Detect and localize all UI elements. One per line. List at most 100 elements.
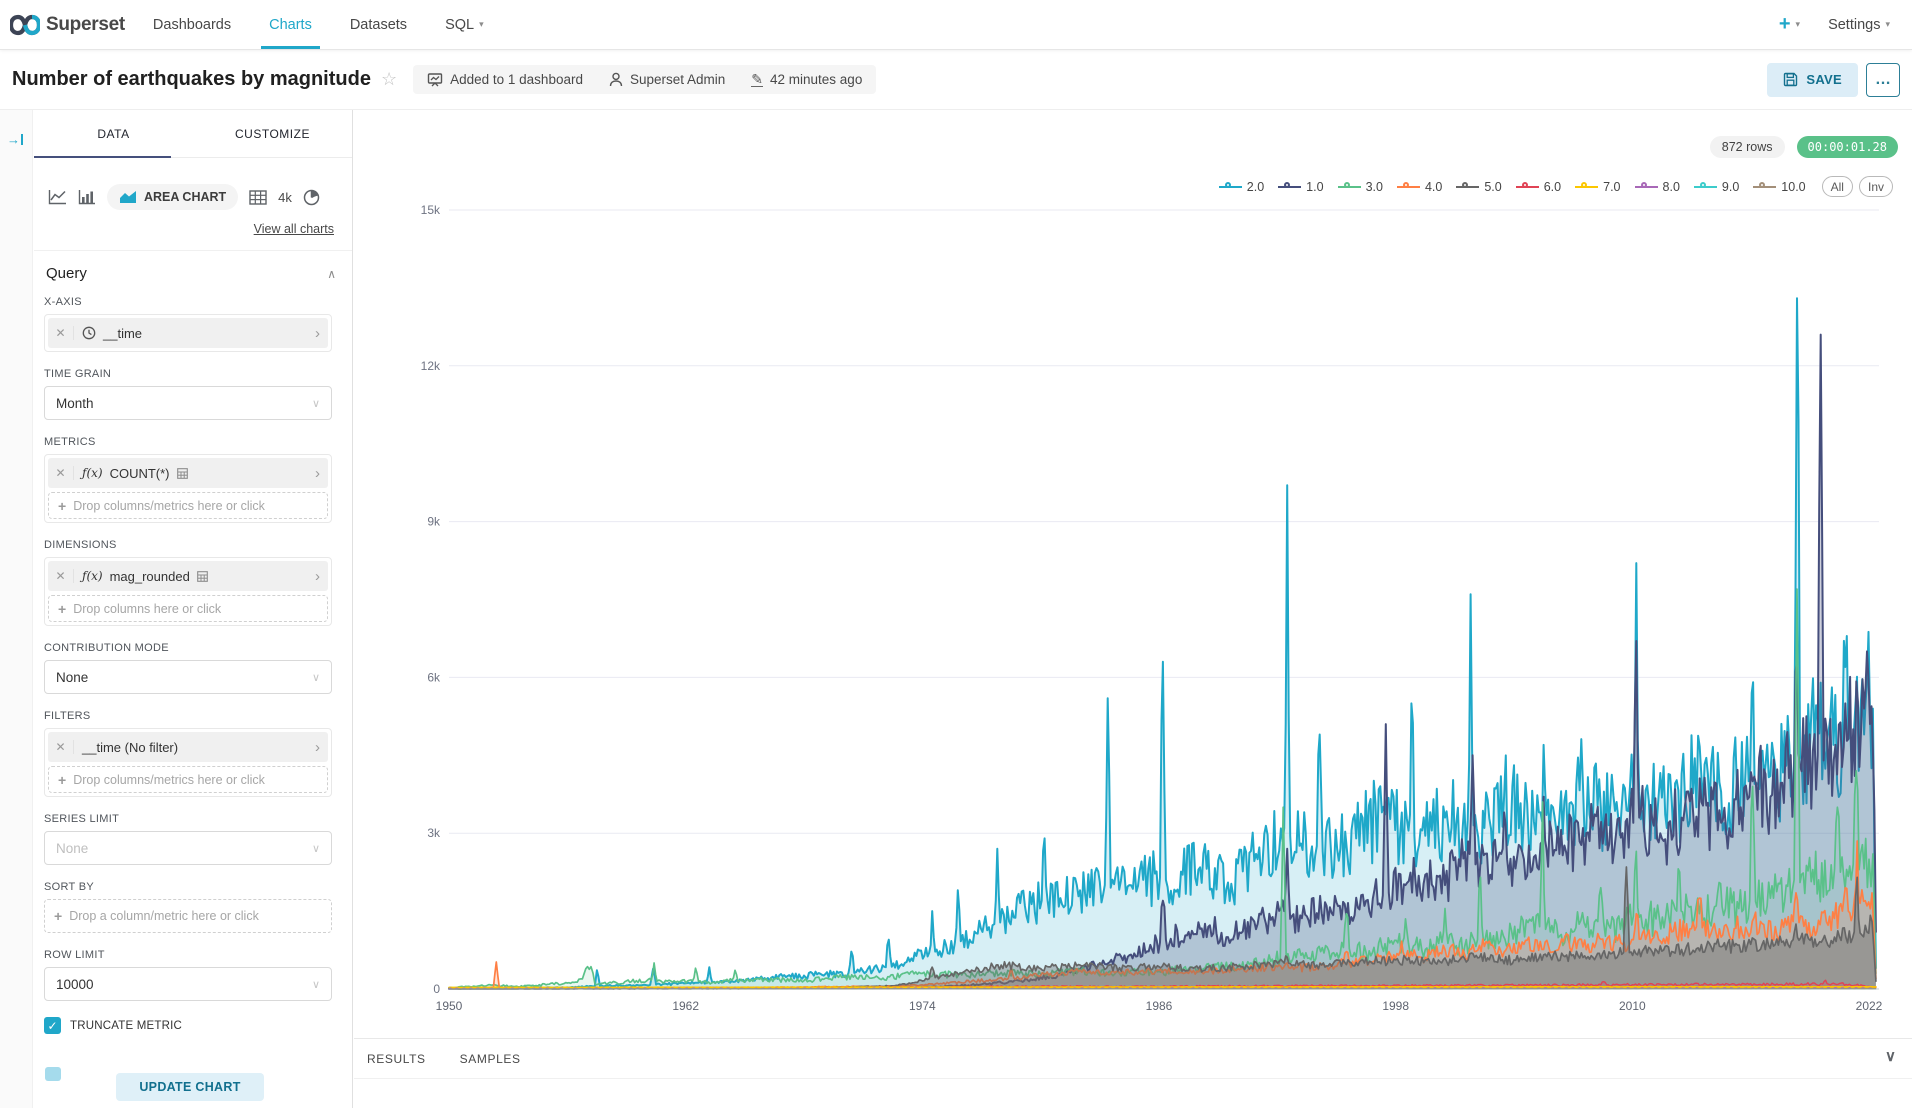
save-disk-icon: [1784, 72, 1798, 87]
plus-icon: +: [58, 497, 67, 514]
dimension-pill-mag-rounded[interactable]: ✕ ƒ(x) mag_rounded ›: [48, 561, 328, 591]
section-sort-by: SORT BY + Drop a column/metric here or c…: [44, 881, 332, 933]
nav-datasets[interactable]: Datasets: [349, 16, 408, 33]
x-axis-label: X-AXIS: [44, 296, 82, 308]
remove-icon[interactable]: ✕: [48, 740, 74, 754]
legend-label: 2.0: [1246, 179, 1265, 194]
truncate-metric-checkbox[interactable]: ✓: [44, 1017, 61, 1034]
time-grain-label: TIME GRAIN: [44, 368, 112, 380]
remove-icon[interactable]: ✕: [48, 569, 74, 583]
row-limit-select[interactable]: 10000 ∨: [44, 967, 332, 1001]
legend-item[interactable]: 3.0: [1337, 180, 1383, 194]
legend-label: 9.0: [1721, 179, 1740, 194]
last-modified-badge[interactable]: ✎ 42 minutes ago: [751, 70, 863, 87]
remove-icon[interactable]: ✕: [48, 466, 74, 480]
collapse-section-icon[interactable]: ∧: [327, 266, 336, 281]
filter-pill-time[interactable]: ✕ __time (No filter) ›: [48, 732, 328, 762]
sort-by-dropzone[interactable]: + Drop a column/metric here or click: [44, 899, 332, 933]
more-options-button[interactable]: …: [1866, 62, 1900, 97]
metric-pill-count[interactable]: ✕ ƒ(x) COUNT(*) ›: [48, 458, 328, 488]
save-button[interactable]: SAVE: [1767, 62, 1858, 97]
update-chart-button[interactable]: UPDATE CHART: [116, 1073, 264, 1101]
legend-item[interactable]: 5.0: [1456, 179, 1502, 194]
contribution-mode-label: CONTRIBUTION MODE: [44, 642, 169, 654]
dashboards-badge[interactable]: Added to 1 dashboard: [427, 72, 583, 87]
main-nav: Dashboards Charts Datasets SQL ▾: [153, 0, 484, 49]
legend-line-marker-icon: [1634, 181, 1658, 192]
collapse-results-icon[interactable]: ∨: [1885, 1048, 1896, 1065]
legend-line-marker-icon: [1515, 181, 1539, 192]
chart-legend: 2.0 1.0 3.0 4.0 5.0 6.0 7.0 8.0 9.0 10.0 All Inv: [1218, 176, 1893, 197]
owner-badge[interactable]: Superset Admin: [609, 72, 725, 87]
control-panel: DATA CUSTOMIZE AREA CHART 4k View all ch…: [34, 110, 353, 1108]
viz-selected-area-chart[interactable]: AREA CHART: [107, 184, 239, 210]
edit-pencil-icon: ✎: [751, 70, 764, 87]
section-time-grain: TIME GRAIN Month ∨: [44, 368, 332, 420]
favorite-star-icon[interactable]: ☆: [380, 69, 398, 89]
row-count-badge: 872 rows: [1709, 136, 1785, 158]
tab-results[interactable]: RESULTS: [367, 1052, 426, 1066]
dimensions-label: DIMENSIONS: [44, 539, 117, 551]
legend-all-button[interactable]: All: [1821, 176, 1853, 197]
remove-icon[interactable]: ✕: [48, 326, 74, 340]
chevron-right-icon[interactable]: ›: [315, 738, 320, 756]
svg-text:0: 0: [433, 982, 440, 996]
calculator-grid-icon: [176, 467, 188, 479]
legend-line-marker-icon: [1575, 181, 1599, 192]
legend-label: 5.0: [1484, 179, 1502, 194]
legend-item[interactable]: 10.0: [1753, 180, 1806, 194]
chart-panel: 872 rows 00:00:01.28 2.0 1.0 3.0 4.0 5.0 6.0 7…: [354, 110, 1912, 1108]
filters-dropzone[interactable]: + Drop columns/metrics here or click: [48, 766, 328, 793]
nav-charts[interactable]: Charts: [261, 0, 320, 49]
chevron-right-icon[interactable]: ›: [315, 567, 320, 585]
legend-item[interactable]: 4.0: [1396, 179, 1443, 194]
legend-item[interactable]: 2.0: [1218, 179, 1265, 194]
pie-chart-icon[interactable]: [303, 189, 320, 206]
metrics-dropzone[interactable]: + Drop columns/metrics here or click: [48, 492, 328, 519]
legend-item[interactable]: 1.0: [1278, 180, 1324, 194]
time-grain-select[interactable]: Month ∨: [44, 386, 332, 420]
tab-data[interactable]: DATA: [34, 110, 193, 158]
table-icon[interactable]: [249, 189, 267, 205]
user-icon: [609, 72, 623, 87]
chevron-right-icon[interactable]: ›: [315, 464, 320, 482]
tab-customize[interactable]: CUSTOMIZE: [235, 126, 310, 141]
legend-item[interactable]: 8.0: [1634, 180, 1680, 194]
contribution-mode-select[interactable]: None ∨: [44, 660, 332, 694]
expand-datasource-icon[interactable]: →: [7, 132, 32, 147]
legend-line-marker-icon: [1456, 181, 1480, 192]
nav-sql[interactable]: SQL ▾: [445, 16, 484, 33]
legend-item[interactable]: 7.0: [1575, 180, 1621, 194]
series-limit-select[interactable]: None ∨: [44, 831, 332, 865]
svg-text:15k: 15k: [421, 205, 441, 217]
legend-item[interactable]: 6.0: [1515, 180, 1561, 194]
nav-dashboards[interactable]: Dashboards: [152, 16, 232, 33]
svg-text:1998: 1998: [1382, 999, 1409, 1013]
datasource-rail: →: [0, 110, 33, 1108]
section-metrics: METRICS ✕ ƒ(x) COUNT(*) › + Drop columns…: [44, 436, 332, 523]
view-all-charts-link[interactable]: View all charts: [253, 222, 334, 236]
legend-inv-button[interactable]: Inv: [1858, 176, 1893, 197]
partially-visible-checkbox[interactable]: [45, 1067, 61, 1081]
line-chart-icon[interactable]: [48, 189, 67, 205]
superset-logo[interactable]: Superset: [0, 14, 139, 36]
results-panel: RESULTS SAMPLES ∨: [354, 1038, 1912, 1108]
settings-menu[interactable]: Settings ▾: [1828, 16, 1890, 33]
query-timer-badge: 00:00:01.28: [1796, 136, 1898, 158]
tab-samples[interactable]: SAMPLES: [459, 1052, 521, 1066]
area-chart-svg: 0 3k 6k 9k 12k 15k 1950 1962 1974 1986 1998 2010 202…: [421, 205, 1883, 1013]
new-item-button[interactable]: + ▾: [1778, 13, 1801, 35]
chevron-right-icon[interactable]: ›: [315, 324, 320, 342]
viz-4k-badge[interactable]: 4k: [278, 189, 292, 205]
legend-label: 4.0: [1424, 179, 1443, 194]
chevron-down-icon: ∨: [311, 671, 320, 684]
chevron-down-icon: ▾: [1795, 19, 1801, 29]
svg-text:12k: 12k: [421, 359, 441, 373]
chevron-down-icon: ∨: [311, 842, 320, 855]
bar-chart-icon[interactable]: [78, 189, 96, 205]
legend-item[interactable]: 9.0: [1693, 179, 1740, 194]
x-axis-pill[interactable]: ✕ __time ›: [48, 318, 328, 348]
dimensions-dropzone[interactable]: + Drop columns here or click: [48, 595, 328, 622]
svg-text:9k: 9k: [427, 515, 441, 529]
svg-text:1986: 1986: [1146, 999, 1173, 1013]
